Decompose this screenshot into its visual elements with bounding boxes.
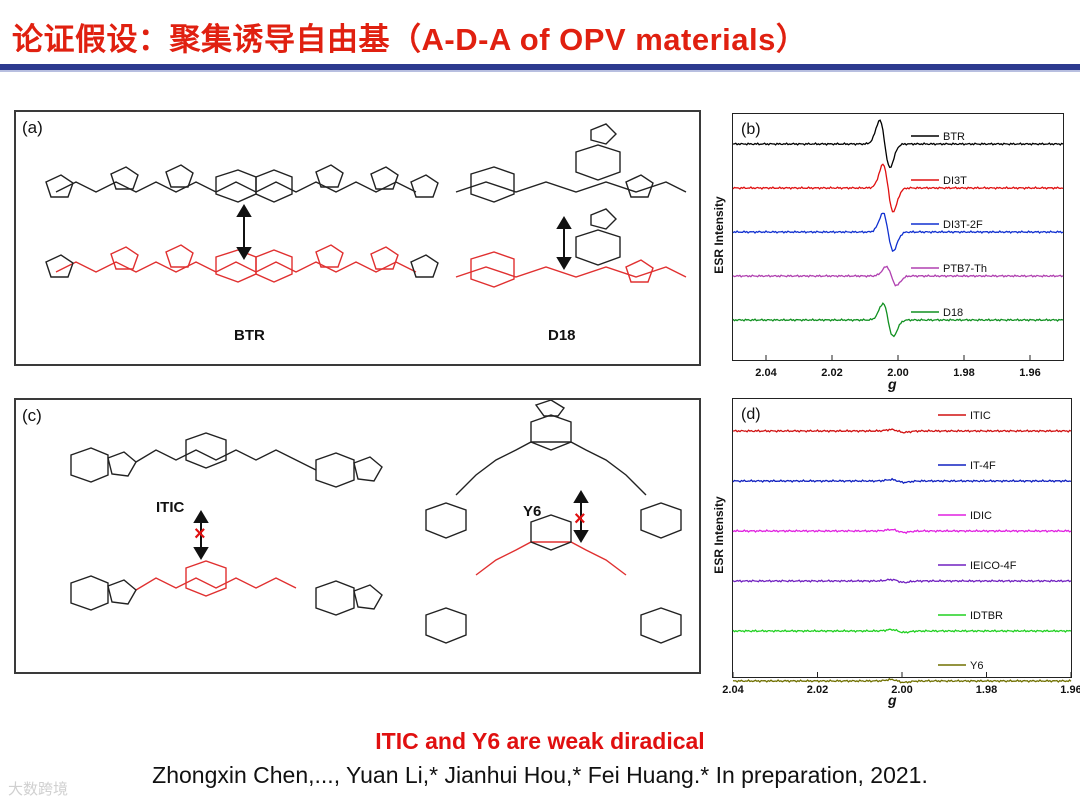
d18-neutral: [455, 123, 687, 203]
btr-arrow: [236, 204, 252, 260]
esr-plot-d: 2.04 2.02 2.00 1.98 1.96 ITIC IT-4F IDIC IEICO-4…: [722, 406, 1080, 696]
d18-radical: [455, 251, 687, 288]
structures-a: BTR D18: [45, 123, 687, 344]
x-tick-label: 1.96: [1060, 684, 1080, 696]
x-tick-label: 2.00: [887, 367, 908, 379]
panel-c-label: (c): [22, 406, 42, 425]
series-line-it-4f: [732, 477, 1072, 485]
legend-label: DI3T-2F: [943, 219, 983, 231]
x-tick-label: 1.98: [953, 367, 974, 379]
x-tick-label: 2.02: [821, 367, 842, 379]
esr-plot-b: 2.04 2.02 2.00 1.98 1.96 BTR DI3T DI3T-2F PTB7-T…: [732, 119, 1064, 379]
legend-label: D18: [943, 307, 963, 319]
conclusion-text: ITIC and Y6 are weak diradical: [375, 728, 705, 754]
d18-name: D18: [548, 327, 576, 344]
panel-a-label: (a): [22, 118, 43, 137]
y6-name: Y6: [523, 503, 541, 520]
itic-rest: [70, 575, 383, 616]
panel-label: (d): [741, 406, 761, 423]
legend-label: ITIC: [970, 410, 991, 422]
legend-label: IT-4F: [970, 460, 996, 472]
itic-radical: [135, 560, 297, 597]
panel-label: (b): [741, 121, 761, 138]
d18-rest: [575, 208, 621, 266]
series-line-di3t: [732, 163, 1064, 213]
ylabel-b: ESR Intensity: [712, 196, 726, 274]
esr-chart-d: 2.04 2.02 2.00 1.98 1.96 ITIC IT-4F IDIC IEICO-4…: [722, 398, 1080, 696]
legend-label: DI3T: [943, 175, 967, 187]
itic-name: ITIC: [156, 499, 184, 516]
btr-name: BTR: [234, 327, 265, 344]
ylabel-d: ESR Intensity: [712, 496, 726, 574]
btr-radical: [55, 244, 417, 283]
series-line-y6: [732, 677, 1072, 684]
itic-cross: ×: [194, 523, 206, 545]
xlabel-d: g: [888, 692, 897, 708]
legend-label: BTR: [943, 131, 965, 143]
title-rule: [0, 64, 1080, 70]
legend-label: PTB7-Th: [943, 263, 987, 275]
legend-label: IEICO-4F: [970, 560, 1017, 572]
x-tick-label: 2.04: [755, 367, 777, 379]
series-line-btr: [732, 119, 1064, 169]
itic-arrow: [193, 510, 209, 560]
itic-neutral: [70, 432, 383, 488]
panel-c: (c) × ITIC: [14, 398, 701, 674]
y6-radical: [475, 541, 627, 576]
legend-label: IDTBR: [970, 610, 1003, 622]
x-tick-label: 2.00: [891, 684, 912, 696]
x-tick-label: 2.02: [807, 684, 828, 696]
series-line-idic: [732, 528, 1072, 535]
slide-title: 论证假设：聚集诱导自由基（A-D-A of OPV materials）: [12, 22, 808, 57]
citation-text: Zhongxin Chen,..., Yuan Li,* Jianhui Hou…: [152, 762, 928, 788]
series-line-di3t-2f: [732, 212, 1064, 253]
btr-rest: [45, 254, 439, 278]
series-line-ptb7-th: [732, 265, 1064, 287]
x-tick-label: 1.96: [1019, 367, 1040, 379]
d18-arrow: [556, 216, 572, 270]
watermark: 大数跨境: [8, 781, 69, 798]
structures-c: × ITIC × Y6: [70, 400, 682, 644]
series-line-d18: [732, 302, 1064, 338]
series-line-ieico-4f: [732, 578, 1072, 584]
series-line-idtbr: [732, 628, 1072, 634]
y6-arrow: [573, 490, 589, 543]
y6-rest: [425, 514, 682, 644]
panel-a: (a) BT: [14, 110, 701, 366]
legend-label: IDIC: [970, 510, 992, 522]
y6-cross: ×: [574, 508, 586, 530]
y6-neutral: [425, 400, 682, 539]
legend-label: Y6: [970, 660, 983, 672]
x-tick-label: 2.04: [722, 684, 744, 696]
series-line-itic: [732, 428, 1072, 434]
btr-neutral: [45, 164, 439, 203]
x-tick-label: 1.98: [976, 684, 997, 696]
xlabel-b: g: [888, 376, 897, 392]
esr-chart-b: 2.04 2.02 2.00 1.98 1.96 BTR DI3T DI3T-2F PTB7-T…: [732, 113, 1064, 379]
title-rule-light: [0, 70, 1080, 72]
